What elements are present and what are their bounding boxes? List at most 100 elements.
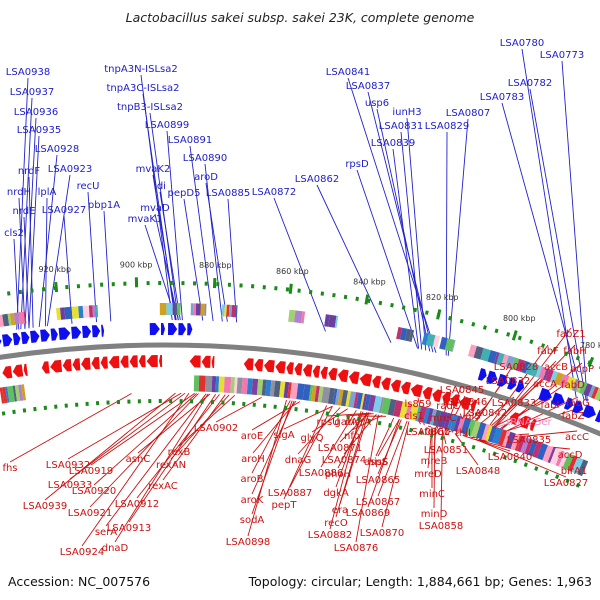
inner-minor-tick: [367, 418, 372, 424]
gene-label-top: rpsD: [345, 159, 369, 170]
minor-tick: [343, 294, 348, 300]
top-leader-line: [28, 176, 34, 328]
outer-feature-band: [515, 358, 526, 373]
forward-gene-arrow: [82, 325, 92, 338]
inner-feature-band: [555, 450, 565, 467]
inner-minor-tick: [325, 411, 330, 416]
inner-feature-band: [532, 441, 543, 458]
inner-minor-tick: [336, 413, 340, 418]
outer-feature-band: [172, 303, 176, 315]
inner-feature-band: [348, 391, 357, 408]
outer-feature-band: [468, 344, 477, 358]
gene-label-top: idi: [154, 181, 166, 192]
major-tick: [436, 309, 442, 320]
reverse-gene-arrow: [201, 355, 211, 368]
gene-label-bottom: fabF: [537, 346, 559, 357]
outer-feature-band: [88, 305, 94, 318]
bottom-leader-line: [478, 344, 549, 441]
bottom-leader-line: [247, 399, 287, 537]
outer-feature-band: [221, 304, 225, 317]
outer-feature-band: [571, 378, 581, 392]
inner-feature-band: [317, 386, 324, 403]
bottom-leader-line: [114, 393, 209, 543]
gene-label-top: LSA0783: [480, 92, 524, 103]
bottom-leader-line: [251, 400, 293, 515]
outer-feature-band: [473, 346, 484, 360]
gene-label-bottom: phoH: [325, 469, 351, 480]
inner-feature-band: [393, 400, 403, 418]
reverse-gene-arrow: [81, 357, 91, 370]
top-leader-line: [447, 118, 469, 356]
reverse-gene-arrow: [422, 386, 433, 400]
outer-feature-band: [190, 303, 194, 316]
gene-label-bottom: LSA0882: [308, 530, 352, 541]
outer-feature-band: [399, 327, 408, 341]
reverse-gene-arrow: [337, 369, 349, 383]
gene-label-top: LSA0841: [326, 67, 370, 78]
gene-label-top: tnpA3N-ISLsa2: [104, 64, 177, 75]
outer-feature-band: [538, 366, 547, 380]
inner-feature-band: [283, 381, 290, 399]
gene-label-bottom: LSA0870: [360, 528, 404, 539]
gene-label-bottom: sodA: [240, 515, 265, 526]
inner-minor-tick: [346, 414, 351, 420]
forward-gene-arrow: [178, 323, 187, 336]
outer-feature-band: [565, 376, 577, 391]
minor-tick: [459, 318, 464, 324]
scale-label: 820 kbp: [426, 293, 459, 302]
inner-feature-band: [332, 388, 338, 405]
inner-feature-band: [372, 395, 383, 413]
gene-label-bottom: LSA0828: [494, 362, 538, 373]
forward-gene-arrow: [168, 323, 178, 335]
outer-feature-band: [226, 304, 230, 317]
inner-minor-tick: [544, 470, 549, 475]
outer-feature-band: [82, 305, 90, 318]
bottom-leader-line: [136, 394, 220, 499]
gene-label-top: LSA0837: [346, 81, 390, 92]
bottom-leader-line: [69, 392, 186, 480]
forward-gene-arrow: [12, 332, 21, 346]
outer-feature-band: [9, 313, 16, 326]
bottom-leader-line: [81, 393, 190, 547]
minor-tick: [529, 339, 534, 345]
inner-feature-band: [334, 388, 341, 406]
scale-label: 880 kbp: [199, 261, 232, 270]
inner-minor-tick: [388, 423, 392, 428]
forward-gene-arrow: [551, 392, 565, 406]
gene-label-bottom: pepT: [272, 500, 298, 511]
top-leader-line: [23, 216, 30, 329]
forward-gene-arrow: [161, 323, 165, 335]
outer-feature-band: [0, 314, 4, 327]
outer-feature-band: [159, 303, 167, 315]
inner-minor-tick: [523, 462, 528, 468]
reverse-gene-arrow: [471, 399, 478, 412]
gene-label-top: LSA0937: [10, 87, 54, 98]
reverse-gene-arrow: [275, 361, 286, 374]
top-leader-line: [400, 131, 423, 350]
gene-label-top: LSA0899: [145, 120, 189, 131]
forward-gene-arrow: [50, 328, 58, 341]
gene-label-bottom: LSA0913: [107, 523, 151, 534]
inner-feature-band: [423, 407, 431, 424]
reverse-gene-arrow: [159, 355, 163, 367]
gene-label-bottom: rpsU: [317, 417, 340, 428]
inner-minor-tick: [502, 454, 508, 460]
reverse-gene-arrow: [442, 391, 452, 405]
outer-feature-band: [200, 303, 205, 316]
reverse-gene-arrow: [129, 355, 138, 368]
reverse-gene-arrow: [391, 379, 402, 393]
gene-label-top: cls2: [4, 228, 24, 239]
outer-feature-band: [576, 380, 584, 393]
minor-tick: [6, 291, 11, 296]
forward-gene-arrow: [507, 377, 517, 390]
forward-gene-arrow: [91, 325, 101, 338]
reverse-gene-arrow: [451, 394, 460, 407]
inner-feature-band: [491, 427, 503, 445]
outer-feature-band: [231, 305, 237, 318]
gene-label-top: LSA0831: [379, 121, 423, 132]
bottom-leader-line: [128, 393, 217, 523]
gene-label-bottom: LSA0874: [322, 455, 366, 466]
bottom-leader-line: [283, 405, 328, 500]
gene-label-bottom: rexAN: [156, 460, 186, 471]
